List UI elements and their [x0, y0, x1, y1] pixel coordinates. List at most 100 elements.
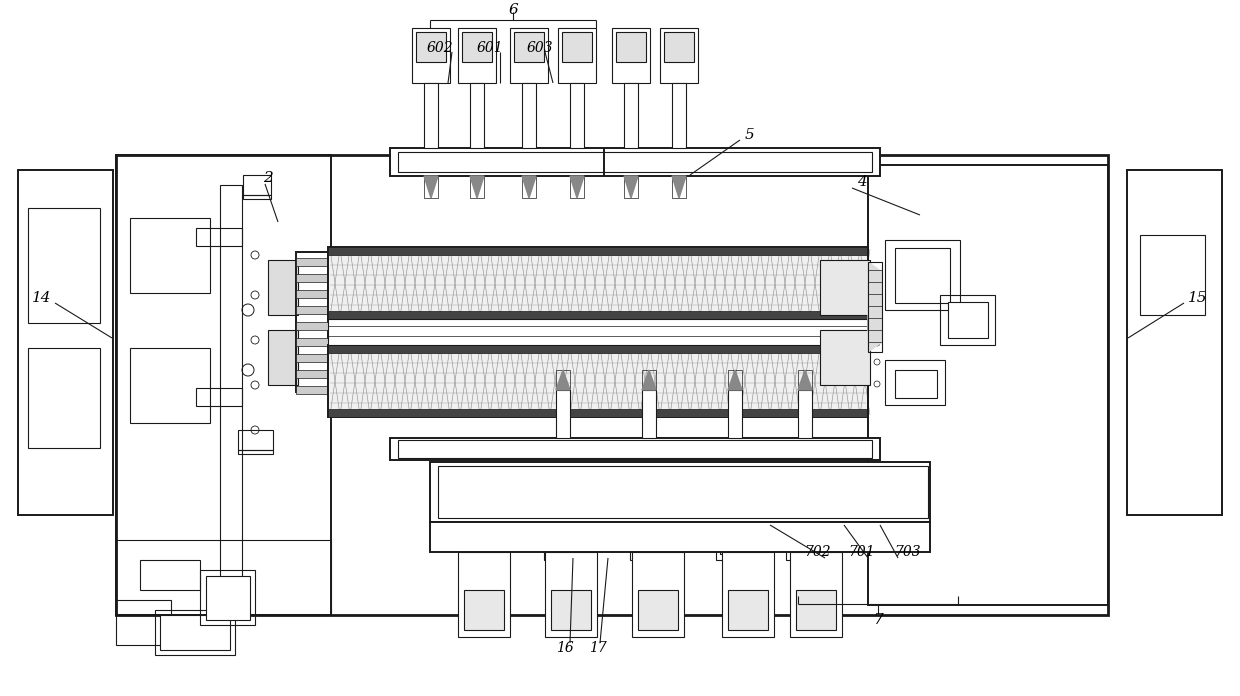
Bar [895, 370, 937, 398]
Bar [799, 390, 812, 438]
Bar [238, 450, 273, 454]
Bar [634, 530, 663, 554]
Bar [715, 490, 754, 560]
Polygon shape [522, 176, 536, 198]
Bar [570, 176, 584, 198]
Polygon shape [556, 370, 570, 390]
Bar [522, 176, 536, 198]
Bar [470, 83, 484, 148]
Bar [219, 185, 242, 585]
Bar [200, 570, 255, 625]
Bar [624, 176, 639, 198]
Bar [19, 170, 113, 515]
Bar [570, 83, 584, 148]
Bar [630, 490, 668, 560]
Text: 5: 5 [745, 128, 755, 142]
Bar [660, 28, 698, 83]
Text: 6: 6 [508, 3, 518, 17]
Bar [544, 490, 582, 560]
Bar [546, 552, 596, 637]
Bar [799, 370, 812, 390]
Bar [613, 28, 650, 83]
Bar [296, 354, 329, 362]
Text: 7: 7 [873, 613, 883, 627]
Bar [29, 348, 100, 448]
Bar [458, 552, 510, 637]
Bar [515, 32, 544, 62]
Bar [728, 590, 768, 630]
Polygon shape [728, 370, 742, 390]
Bar [548, 530, 578, 554]
Bar [796, 590, 836, 630]
Bar [728, 390, 742, 438]
Bar [949, 302, 988, 338]
Bar [672, 83, 686, 148]
Bar [130, 218, 210, 293]
Bar [556, 370, 570, 390]
Bar [296, 322, 329, 330]
Text: 2: 2 [263, 171, 273, 185]
Bar [616, 32, 646, 62]
Bar [117, 600, 171, 645]
Bar [296, 370, 329, 378]
Bar [624, 83, 639, 148]
Bar [1140, 235, 1205, 315]
Bar [940, 295, 994, 345]
Bar [196, 388, 242, 406]
Bar [562, 32, 591, 62]
Text: 602: 602 [427, 41, 454, 55]
Bar [329, 247, 868, 255]
Bar [424, 176, 438, 198]
Bar [130, 348, 210, 423]
Bar [117, 540, 331, 615]
Bar [558, 28, 596, 83]
Bar [398, 152, 872, 172]
Bar [296, 252, 329, 392]
Bar [243, 175, 272, 195]
Bar [329, 409, 868, 417]
Text: 15: 15 [1188, 291, 1208, 305]
Bar [786, 490, 825, 560]
Polygon shape [570, 176, 584, 198]
Polygon shape [672, 176, 686, 198]
Bar [238, 430, 273, 450]
Bar [196, 228, 242, 246]
Text: 16: 16 [556, 641, 574, 655]
Bar [391, 438, 880, 460]
Bar [268, 330, 298, 385]
Bar [790, 530, 820, 554]
Bar [728, 370, 742, 390]
Bar [296, 338, 329, 346]
Bar [885, 360, 945, 405]
Text: 14: 14 [32, 291, 52, 305]
Bar [790, 552, 842, 637]
Bar [820, 330, 870, 385]
Bar [458, 28, 496, 83]
Text: 603: 603 [527, 41, 553, 55]
Bar [329, 311, 868, 319]
Bar [820, 260, 870, 315]
Bar [720, 530, 750, 554]
Polygon shape [624, 176, 639, 198]
Bar [140, 560, 200, 590]
Bar [430, 462, 930, 522]
Bar [639, 590, 678, 630]
Bar [243, 195, 272, 199]
Bar [329, 345, 868, 353]
Bar [296, 258, 329, 266]
Bar [1127, 170, 1221, 515]
Polygon shape [470, 176, 484, 198]
Bar [296, 306, 329, 314]
Bar [632, 552, 684, 637]
Bar [672, 176, 686, 198]
Bar [510, 28, 548, 83]
Bar [296, 274, 329, 282]
Bar [29, 208, 100, 323]
Bar [268, 260, 298, 315]
Bar [722, 552, 774, 637]
Bar [642, 370, 656, 390]
Bar [868, 165, 1109, 605]
Polygon shape [642, 370, 656, 390]
Text: 4: 4 [857, 175, 867, 189]
Text: 601: 601 [476, 41, 503, 55]
